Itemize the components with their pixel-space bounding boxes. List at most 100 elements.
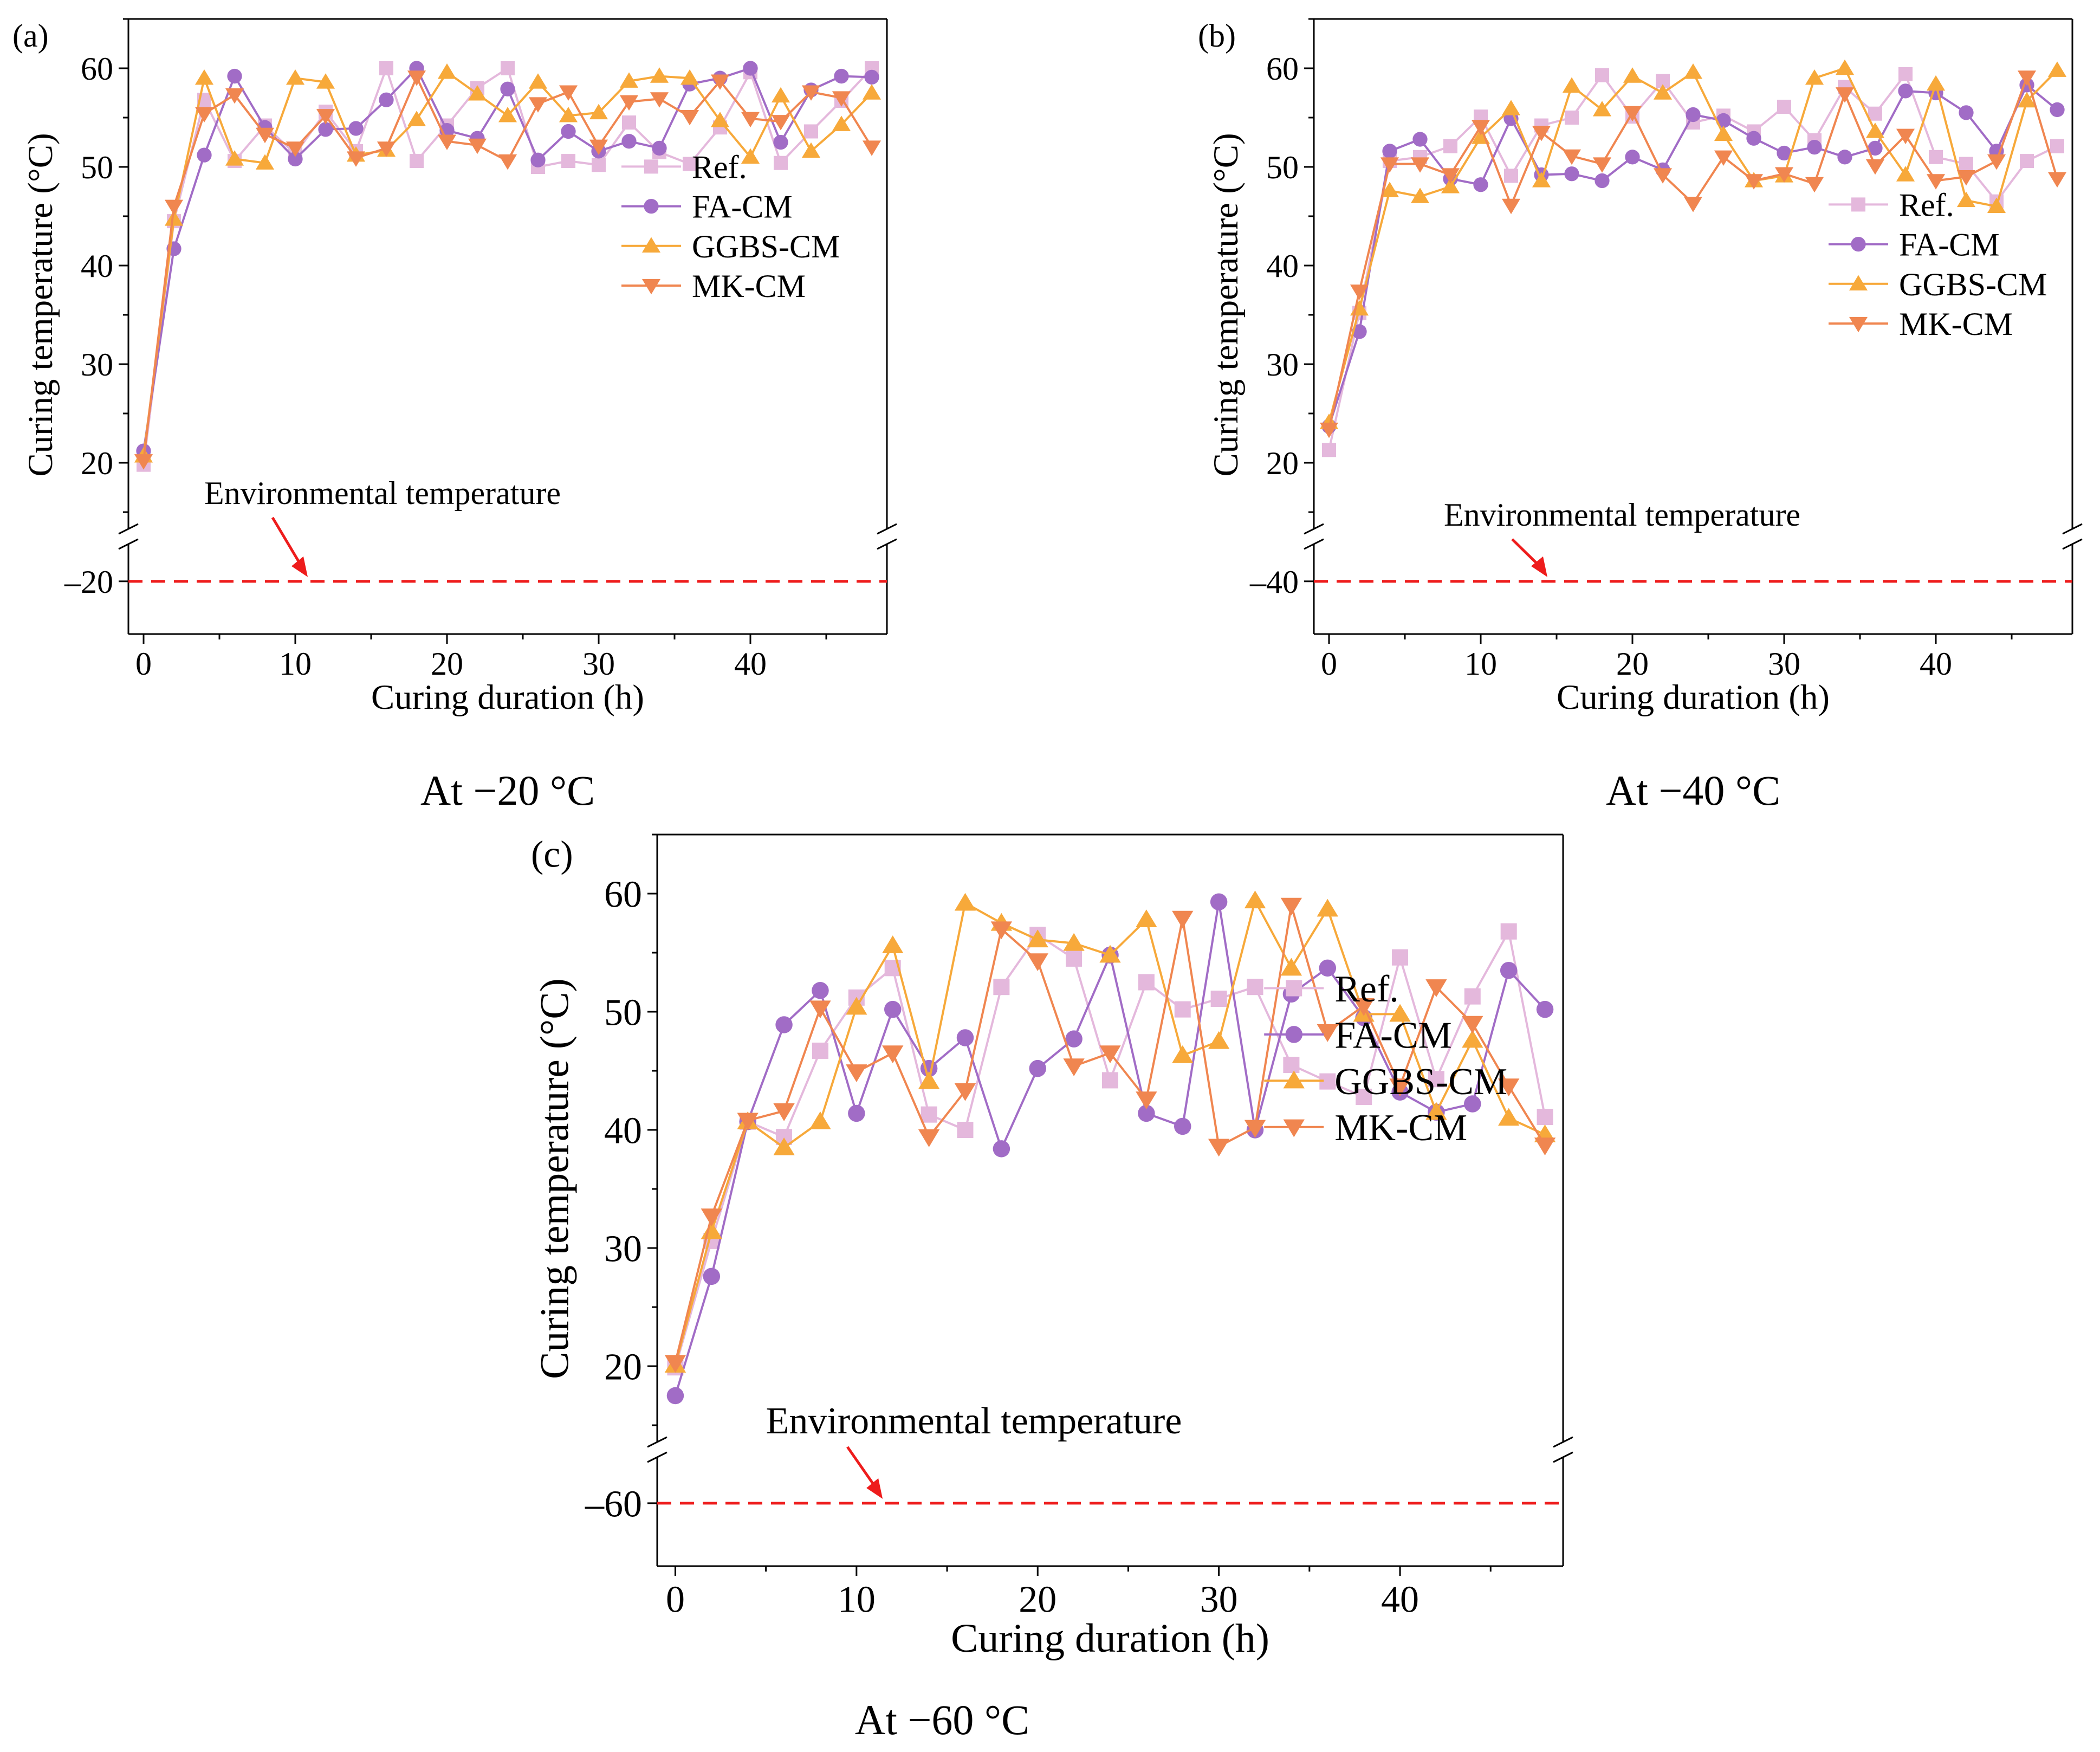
axis-break-mark bbox=[1553, 1436, 1573, 1448]
axis-break-mark bbox=[1304, 523, 1324, 535]
legend-label: Ref. bbox=[1899, 187, 1954, 223]
legend-marker bbox=[1285, 1026, 1302, 1043]
data-point bbox=[164, 199, 184, 216]
data-point bbox=[1441, 168, 1460, 184]
y-axis-title: Curing temperature (°C) bbox=[21, 133, 60, 476]
data-point bbox=[771, 115, 790, 131]
data-point bbox=[1174, 1001, 1191, 1018]
data-point bbox=[846, 997, 867, 1015]
panel-label: (b) bbox=[1198, 18, 1236, 54]
data-point bbox=[437, 63, 457, 79]
data-point bbox=[809, 1000, 831, 1019]
data-point bbox=[990, 921, 1013, 940]
data-point bbox=[774, 156, 788, 170]
data-point bbox=[1172, 1045, 1194, 1063]
data-point bbox=[1686, 107, 1701, 122]
legend-marker bbox=[1849, 316, 1868, 333]
panel-caption: At −40 °C bbox=[1606, 767, 1780, 814]
legend-marker bbox=[644, 159, 658, 174]
data-point bbox=[1746, 131, 1761, 146]
data-point bbox=[1280, 897, 1302, 916]
legend-label: GGBS-CM bbox=[692, 229, 840, 264]
environmental-arrow-head bbox=[866, 1478, 883, 1499]
data-point bbox=[1441, 178, 1460, 193]
data-point bbox=[1464, 1095, 1481, 1113]
axis-break-mark bbox=[2062, 538, 2083, 550]
data-point bbox=[1926, 75, 1946, 91]
data-point bbox=[559, 107, 578, 122]
data-point bbox=[528, 73, 548, 89]
data-point bbox=[1099, 945, 1121, 963]
data-point bbox=[683, 157, 697, 171]
environmental-temperature-label: Environmental temperature bbox=[204, 475, 561, 511]
data-point bbox=[1623, 106, 1642, 122]
x-tick-label: 40 bbox=[734, 646, 767, 682]
data-point bbox=[1865, 159, 1885, 175]
data-point bbox=[619, 95, 639, 111]
y-tick-label-env: –20 bbox=[64, 564, 113, 600]
data-point bbox=[1412, 132, 1428, 147]
series-mk-cm bbox=[1319, 70, 2067, 438]
data-point bbox=[1319, 959, 1337, 977]
y-tick-label: 60 bbox=[81, 51, 113, 87]
data-point bbox=[1443, 139, 1457, 153]
data-point bbox=[622, 115, 636, 130]
axis-break-mark bbox=[2062, 523, 2083, 535]
data-point bbox=[1868, 140, 1883, 156]
data-point bbox=[1501, 198, 1521, 215]
data-point bbox=[561, 154, 575, 169]
data-point bbox=[1777, 145, 1792, 161]
data-point bbox=[1956, 191, 1976, 208]
y-tick-label: 20 bbox=[604, 1347, 642, 1388]
data-point bbox=[652, 140, 667, 156]
data-point bbox=[1868, 106, 1882, 121]
data-point bbox=[743, 61, 758, 76]
x-axis-title: Curing duration (h) bbox=[1557, 678, 1830, 717]
data-point bbox=[407, 111, 426, 126]
data-point bbox=[993, 1140, 1010, 1158]
data-point bbox=[1683, 63, 1703, 79]
data-point bbox=[664, 1355, 686, 1373]
data-point bbox=[1807, 139, 1822, 155]
data-point bbox=[834, 68, 849, 84]
data-point bbox=[1898, 83, 1913, 99]
data-point bbox=[1380, 157, 1399, 173]
data-point bbox=[468, 85, 487, 101]
x-tick-label: 10 bbox=[838, 1579, 876, 1621]
data-point bbox=[1462, 1016, 1483, 1034]
data-point bbox=[1425, 979, 1447, 997]
data-point bbox=[318, 122, 333, 137]
data-point bbox=[164, 210, 184, 226]
data-point bbox=[1392, 949, 1409, 966]
data-point bbox=[812, 982, 829, 999]
series-ref- bbox=[667, 923, 1553, 1376]
data-point bbox=[1065, 1030, 1083, 1048]
data-point bbox=[2047, 172, 2067, 188]
data-point bbox=[621, 134, 637, 149]
data-point bbox=[255, 127, 275, 144]
data-point bbox=[1565, 111, 1579, 125]
x-tick-label: 10 bbox=[279, 646, 312, 682]
x-tick-label: 30 bbox=[582, 646, 615, 682]
data-point bbox=[255, 154, 275, 170]
data-point bbox=[1208, 1139, 1230, 1157]
data-point bbox=[1805, 69, 1824, 85]
panel-caption: At −20 °C bbox=[420, 767, 595, 814]
legend: Ref. FA-CM GGBS-CM MK-CM bbox=[1829, 187, 2047, 342]
data-point bbox=[918, 1129, 940, 1147]
data-point bbox=[1462, 1030, 1483, 1048]
legend-marker bbox=[1286, 980, 1302, 997]
data-point bbox=[1501, 100, 1521, 115]
data-point bbox=[1500, 961, 1518, 979]
series-ggbs-cm bbox=[134, 63, 882, 463]
data-point bbox=[1716, 113, 1731, 128]
data-point bbox=[1805, 177, 1824, 193]
data-point bbox=[882, 1045, 904, 1064]
data-point bbox=[1835, 87, 1855, 103]
x-tick-label: 20 bbox=[431, 646, 463, 682]
data-point bbox=[1382, 144, 1397, 159]
data-point bbox=[1353, 998, 1375, 1016]
x-tick-label: 10 bbox=[1464, 646, 1497, 682]
x-tick-label: 30 bbox=[1200, 1579, 1238, 1621]
